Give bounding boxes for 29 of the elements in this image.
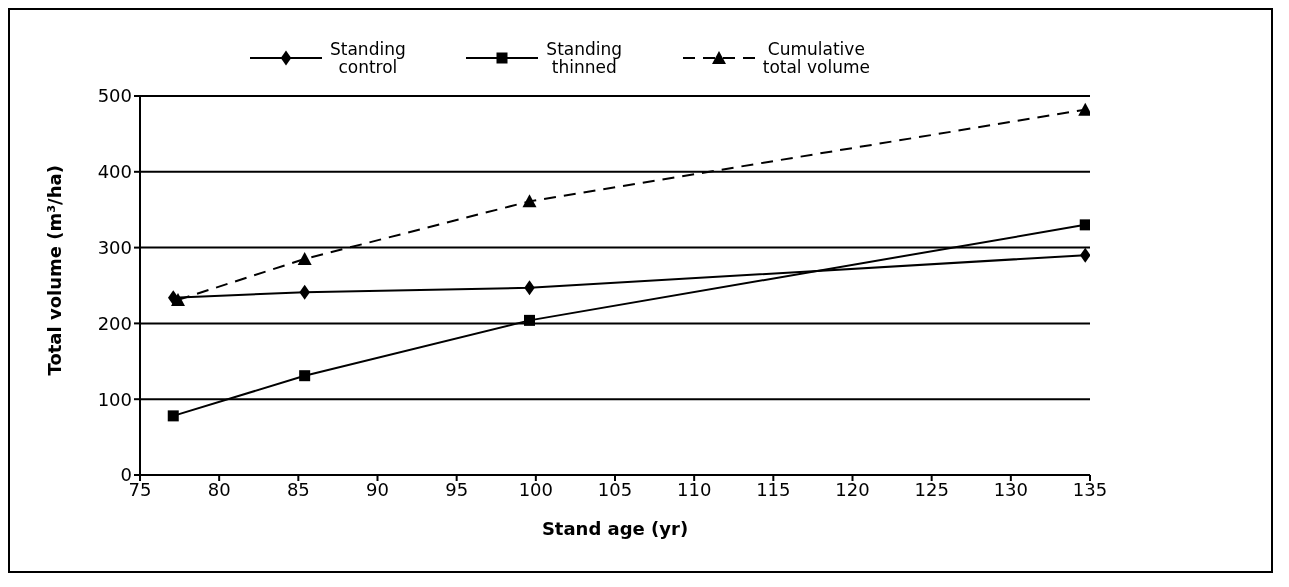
- point: [522, 194, 537, 208]
- x-tick-label: 135: [1072, 478, 1108, 500]
- y-axis-title: Total volume (m³/ha): [44, 165, 66, 376]
- x-tick-label: 125: [914, 478, 949, 500]
- point: [524, 314, 535, 326]
- x-tick-label: 120: [835, 478, 870, 500]
- x-tick-label: 105: [597, 478, 633, 500]
- point: [167, 410, 179, 422]
- x-tick-label: 85: [286, 478, 310, 500]
- x-tick-label: 115: [756, 478, 791, 500]
- x-tick-label: 100: [518, 478, 554, 500]
- x-axis-title: Stand age (yr): [541, 518, 689, 539]
- point: [171, 292, 185, 306]
- point: [1079, 219, 1090, 231]
- y-tick-label: 300: [97, 236, 132, 258]
- y-tick-label: 100: [97, 388, 132, 410]
- x-tick-label: 110: [676, 478, 712, 500]
- legend-label: Standing control: [330, 39, 406, 77]
- x-tick-label: 90: [366, 478, 389, 500]
- y-tick-label: 200: [97, 312, 132, 334]
- x-tick-label: 80: [207, 478, 231, 500]
- y-tick-label: 500: [97, 85, 132, 107]
- y-tick-label: 400: [97, 161, 132, 183]
- legend-label: Standing thinned: [546, 39, 623, 77]
- point: [297, 251, 312, 265]
- x-tick-label: 95: [445, 478, 469, 500]
- x-tick-label: 130: [993, 478, 1029, 500]
- legend-label: Cumulative total volume: [762, 39, 870, 77]
- point: [299, 370, 311, 382]
